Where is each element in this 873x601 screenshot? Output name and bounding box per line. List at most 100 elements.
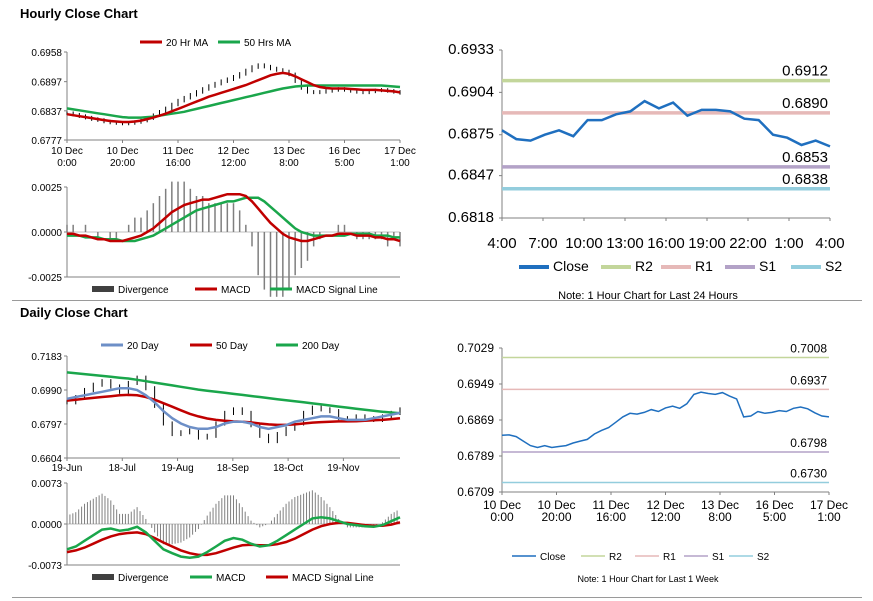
legend-label: Divergence — [118, 573, 169, 584]
legend-swatch — [92, 574, 114, 580]
y-tick-label: 0.6958 — [31, 48, 62, 59]
y-tick-label: -0.0073 — [28, 561, 62, 572]
legend-label: MACD — [221, 285, 250, 296]
legend-label: Close — [553, 258, 589, 274]
x-tick-label: 1:00 — [817, 510, 841, 524]
bottom-divider — [12, 597, 862, 598]
x-tick-label: 13:00 — [606, 235, 644, 252]
level-label: 0.6890 — [782, 95, 828, 112]
y-tick-label: 0.0025 — [31, 183, 62, 194]
legend-label: S1 — [712, 552, 725, 563]
legend-label: MACD Signal Line — [296, 285, 378, 296]
x-tick-label: 18-Jul — [109, 463, 136, 474]
level-label: 0.6853 — [782, 149, 828, 166]
y-tick-label: 0.6847 — [448, 167, 494, 184]
y-tick-label: 0.6818 — [448, 209, 494, 226]
legend-label: 20 Hr MA — [166, 38, 209, 49]
x-tick-label: 5:00 — [763, 510, 787, 524]
level-label: 0.6730 — [790, 467, 827, 481]
x-tick-label: 4:00 — [815, 235, 844, 252]
x-tick-label: 0:00 — [57, 158, 77, 169]
x-tick-label: 16:00 — [647, 235, 685, 252]
x-tick-label: 18-Oct — [273, 463, 303, 474]
x-tick-label: 19:00 — [688, 235, 726, 252]
level-label: 0.6912 — [782, 63, 828, 80]
y-tick-label: 0.6933 — [448, 41, 494, 58]
x-tick-label: 20:00 — [110, 158, 135, 169]
x-tick-label: 8:00 — [279, 158, 299, 169]
x-tick-label: 7:00 — [528, 235, 557, 252]
section-divider — [12, 300, 862, 301]
x-tick-label: 5:00 — [335, 158, 355, 169]
y-tick-label: 0.6837 — [31, 107, 62, 118]
y-tick-label: 0.6875 — [448, 126, 494, 143]
legend-label: R1 — [663, 552, 676, 563]
legend-label: 20 Day — [127, 341, 159, 352]
chart-note: Note: 1 Hour Chart for Last 1 Week — [578, 574, 719, 584]
legend-label: S1 — [759, 258, 776, 274]
legend-swatch — [92, 286, 114, 292]
x-tick-label: 19-Aug — [161, 463, 193, 474]
legend-label: 50 Day — [216, 341, 248, 352]
macd-line — [67, 192, 401, 243]
x-tick-label: 11 Dec — [592, 498, 629, 512]
y-tick-label: 0.0000 — [31, 228, 62, 239]
x-tick-label: 10 Dec — [107, 146, 139, 157]
x-tick-label: 13 Dec — [701, 498, 739, 512]
x-tick-label: 1:00 — [774, 235, 803, 252]
x-tick-label: 19-Jun — [52, 463, 83, 474]
x-tick-label: 11 Dec — [163, 146, 194, 157]
x-tick-label: 16 Dec — [755, 498, 793, 512]
x-tick-label: 10:00 — [565, 235, 603, 252]
close-line — [501, 99, 831, 148]
hourly-levels-chart: 0.6933 0.6904 0.6875 0.6847 0.6818 4:00 7:00 10… — [448, 41, 844, 302]
x-tick-label: 12 Dec — [646, 498, 684, 512]
daily-macd-chart: 0.0073 0.0000 -0.0073 Divergence MACD MACD Si… — [28, 479, 401, 584]
legend-label: 50 Hrs MA — [244, 38, 292, 49]
legend-label: S2 — [757, 552, 770, 563]
x-tick-label: 18-Sep — [217, 463, 250, 474]
x-tick-label: 4:00 — [487, 235, 516, 252]
ma50-line — [66, 84, 401, 119]
y-tick-label: 0.0000 — [31, 520, 62, 531]
x-tick-label: 22:00 — [729, 235, 767, 252]
level-label: 0.6937 — [790, 373, 827, 387]
y-tick-label: 0.6897 — [31, 78, 62, 89]
y-tick-label: 0.6604 — [31, 454, 62, 465]
x-tick-label: 8:00 — [708, 510, 732, 524]
y-tick-label: 0.6869 — [457, 413, 494, 427]
x-tick-label: 1:00 — [390, 158, 410, 169]
legend-label: Divergence — [118, 285, 169, 296]
level-label: 0.6798 — [790, 436, 827, 450]
ma200-line — [66, 371, 401, 415]
x-tick-label: 12:00 — [650, 510, 680, 524]
x-tick-label: 13 Dec — [273, 146, 305, 157]
y-tick-label: 0.6709 — [457, 485, 494, 499]
x-tick-label: 10 Dec — [483, 498, 521, 512]
level-label: 0.6838 — [782, 171, 828, 188]
x-tick-label: 12 Dec — [218, 146, 250, 157]
x-tick-label: 16:00 — [596, 510, 626, 524]
ma20-line — [66, 386, 401, 431]
x-tick-label: 19-Nov — [327, 463, 359, 474]
y-tick-label: 0.6949 — [457, 377, 494, 391]
x-tick-label: 20:00 — [541, 510, 571, 524]
close-line — [501, 391, 830, 449]
y-tick-label: -0.0025 — [28, 273, 62, 284]
x-tick-label: 17 Dec — [810, 498, 848, 512]
x-tick-label: 16 Dec — [329, 146, 361, 157]
x-tick-label: 0:00 — [490, 510, 514, 524]
y-tick-label: 0.6777 — [31, 136, 62, 147]
x-tick-label: 16:00 — [165, 158, 190, 169]
macd-line — [66, 516, 401, 559]
y-tick-label: 0.6797 — [31, 420, 62, 431]
y-tick-label: 0.6990 — [31, 386, 62, 397]
x-tick-label: 10 Dec — [51, 146, 83, 157]
y-tick-label: 0.7183 — [31, 352, 62, 363]
x-tick-label: 17 Dec — [384, 146, 416, 157]
daily-section-title: Daily Close Chart — [20, 305, 128, 320]
y-tick-label: 0.6904 — [448, 83, 494, 100]
